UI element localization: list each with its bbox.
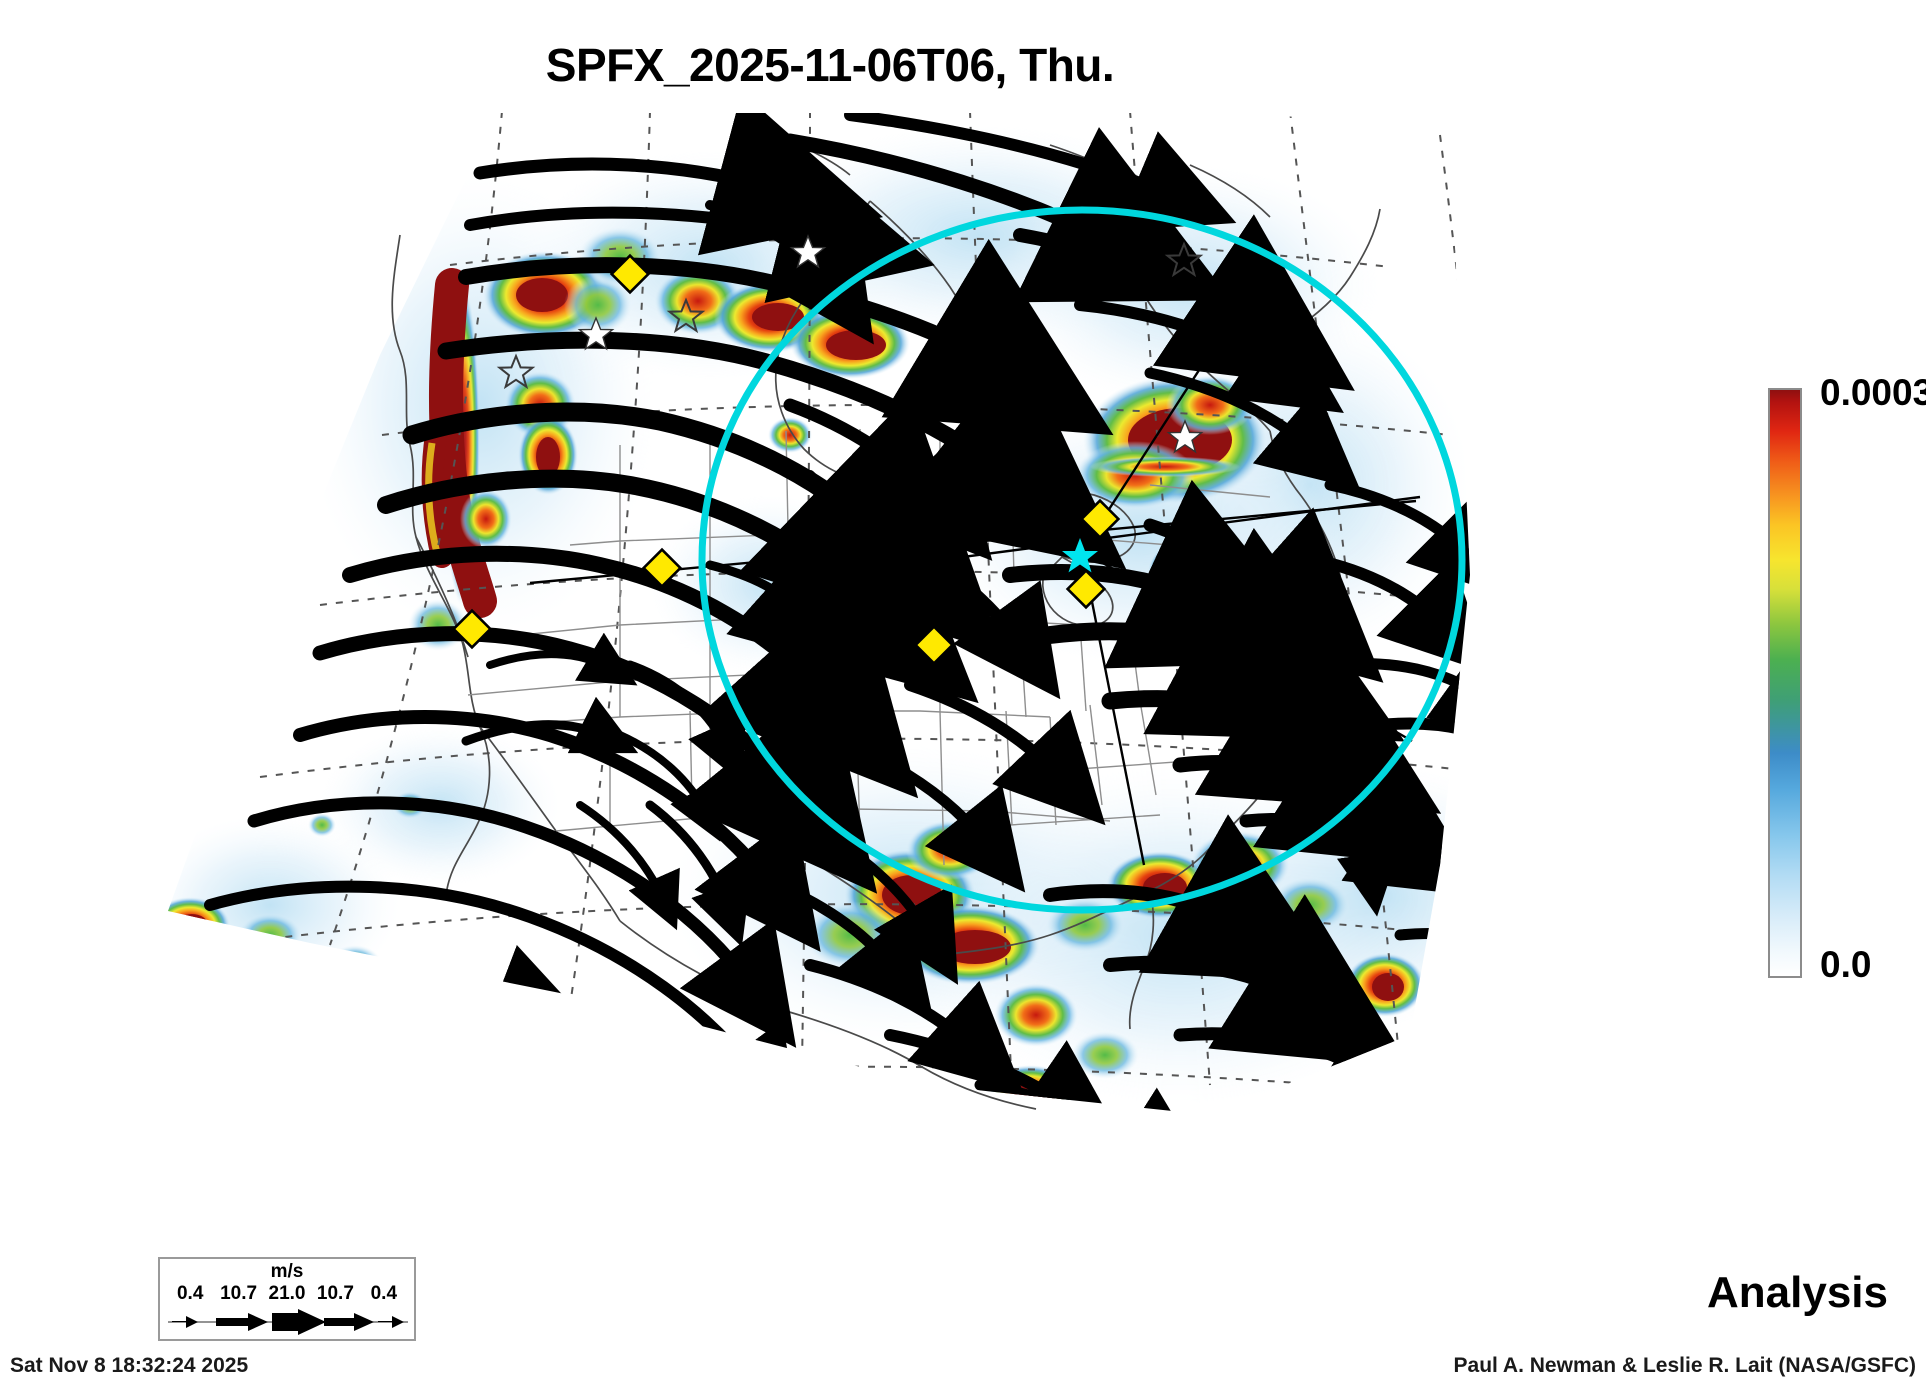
page-title: SPFX_2025-11-06T06, Thu. <box>545 39 1115 91</box>
station-marker-star-open[interactable] <box>496 241 1204 390</box>
wind-legend-values: 0.4 10.7 21.0 10.7 0.4 <box>166 1283 408 1305</box>
flight-track-layer <box>529 278 1421 866</box>
primary-site-marker[interactable] <box>1062 538 1098 573</box>
wind-legend-value-4: 0.4 <box>370 1283 398 1304</box>
wind-legend-value-0: 0.4 <box>176 1283 204 1304</box>
generation-timestamp: Sat Nov 8 18:32:24 2025 <box>10 1354 249 1377</box>
station-marker-diamond[interactable] <box>451 253 1121 666</box>
map-panel[interactable] <box>150 105 1670 1245</box>
station-marker-star-filled[interactable] <box>577 234 1204 454</box>
range-circle <box>698 206 1466 914</box>
marker-layer[interactable] <box>451 234 1204 666</box>
panel-label: Analysis <box>1707 1268 1888 1317</box>
wind-legend-value-3: 10.7 <box>316 1283 354 1304</box>
map-svg[interactable] <box>150 105 1670 1245</box>
wind-legend-value-2: 21.0 <box>268 1283 306 1304</box>
wind-legend-value-1: 10.7 <box>220 1283 258 1304</box>
author-credit: Paul A. Newman & Leslie R. Lait (NASA/GS… <box>1453 1354 1916 1377</box>
wind-legend-arrow-glyphs <box>168 1309 408 1335</box>
colorbar-min-label: 0.0 <box>1820 944 1872 985</box>
colorbar-gradient <box>1768 388 1802 978</box>
wind-legend-unit-label: m/s <box>270 1261 304 1282</box>
wind-speed-legend: m/s 0.4 10.7 21.0 10.7 0.4 <box>158 1257 416 1341</box>
